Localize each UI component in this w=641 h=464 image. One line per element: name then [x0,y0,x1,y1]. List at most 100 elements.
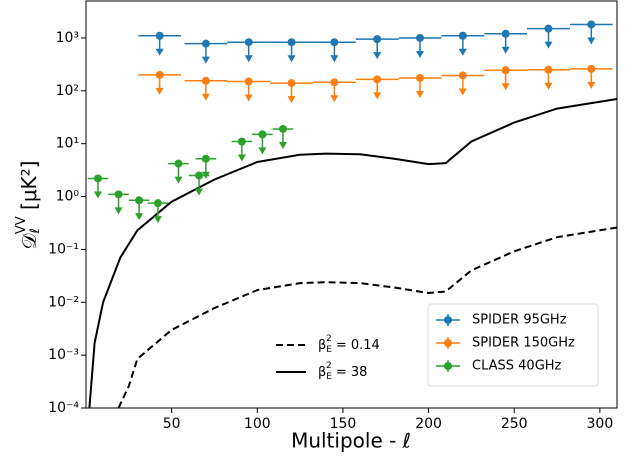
y-axis-label: 𝒟ℓVV [μK²] [14,161,43,250]
data-point [373,35,382,44]
upper-limit-arrow [258,147,267,155]
data-point [135,196,144,205]
data-point [501,29,510,38]
upper-limit-arrow [244,94,253,102]
y-tick-label: 10³ [56,30,79,46]
x-tick-label: 50 [163,416,181,432]
upper-limit-arrow [501,46,510,54]
legend-label-part: 2 [326,361,332,371]
data-point [201,76,210,85]
legend-label: SPIDER 150GHz [472,336,575,351]
data-point [544,65,553,74]
data-point [587,20,596,29]
y-label-sub: ℓ [28,228,43,234]
legend-marker [444,362,452,370]
axes-frame [85,0,618,409]
upper-limit-arrow [544,82,553,90]
data-point [155,70,164,79]
legend-label: βE2 = 38 [318,361,367,382]
data-point [153,199,162,208]
x-tick-label: 300 [587,416,614,432]
upper-limit-arrow [155,87,164,95]
y-label-sup: VV [14,216,29,234]
upper-limit-arrow [93,191,102,199]
y-tick-label: 10⁻² [48,294,79,310]
upper-limit-arrow [458,88,467,96]
legend-label-part: β [318,338,326,353]
y-tick-label: 10⁻¹ [48,241,79,257]
upper-limit-arrow [416,90,425,98]
legend-label-part: E [326,345,332,355]
upper-limit-arrow [195,188,204,196]
data-point [201,39,210,48]
data-point [330,78,339,87]
legend-label-part: 2 [326,334,332,344]
legend-label-part: β [318,365,326,380]
upper-limit-arrow [287,55,296,63]
x-tick-label: 200 [415,416,442,432]
y-tick-label: 10⁻⁴ [48,400,79,416]
model-curve [88,98,617,408]
data-point [287,38,296,47]
upper-limit-arrow [330,95,339,103]
data-point [114,190,123,199]
upper-limit-arrow [153,216,162,224]
data-point [258,130,267,139]
x-tick-label: 250 [501,416,528,432]
upper-limit-arrow [135,213,144,221]
data-point [195,171,204,180]
data-point [501,66,510,75]
upper-limit-arrow [544,41,553,49]
data-point [174,159,183,168]
upper-limit-arrow [155,48,164,56]
data-point [244,77,253,86]
y-tick-label: 10⁻³ [48,347,79,363]
legend-label-part: = 0.14 [332,338,380,353]
upper-limit-arrow [174,176,183,184]
data-point [201,154,210,163]
upper-limit-arrow [501,83,510,91]
x-tick-label: 100 [244,416,271,432]
data-point [544,24,553,33]
upper-limit-arrow [114,207,123,215]
legend-marker [444,316,452,324]
legend-label-part: = 38 [332,365,368,380]
legend-label: SPIDER 95GHz [472,313,567,328]
y-tick-label: 10² [56,83,79,99]
data-point [155,31,164,40]
upper-limit-arrow [458,48,467,56]
legend-marker [444,339,452,347]
data-point [458,31,467,40]
data-point [373,75,382,84]
data-point [416,33,425,42]
upper-limit-arrow [330,55,339,63]
upper-limit-arrow [237,154,246,162]
y-label-unit: [μK²] [17,161,41,217]
data-point [244,38,253,47]
model-curve [117,226,617,408]
plot-area [87,20,617,408]
data-point [237,137,246,146]
y-tick-label: 10⁰ [56,189,80,205]
upper-limit-arrow [416,50,425,58]
data-point [416,73,425,82]
x-axis-label: Multipole - ℓ [291,429,411,453]
data-point [458,71,467,80]
data-point [287,79,296,88]
legend-label-part: E [326,372,332,382]
data-point [278,124,287,133]
y-label-symbol: 𝒟 [17,233,41,249]
legend-box [427,303,599,387]
y-tick-label: 10¹ [56,136,79,152]
upper-limit-arrow [373,92,382,100]
data-point [330,38,339,47]
legend-label: CLASS 40GHz [472,359,562,374]
x-tick-label: 150 [330,416,357,432]
upper-limit-arrow [244,55,253,63]
upper-limit-arrow [201,171,210,179]
upper-limit-arrow [587,81,596,89]
legend-label: βE2 = 0.14 [318,334,380,355]
upper-limit-arrow [278,141,287,149]
upper-limit-arrow [201,56,210,64]
